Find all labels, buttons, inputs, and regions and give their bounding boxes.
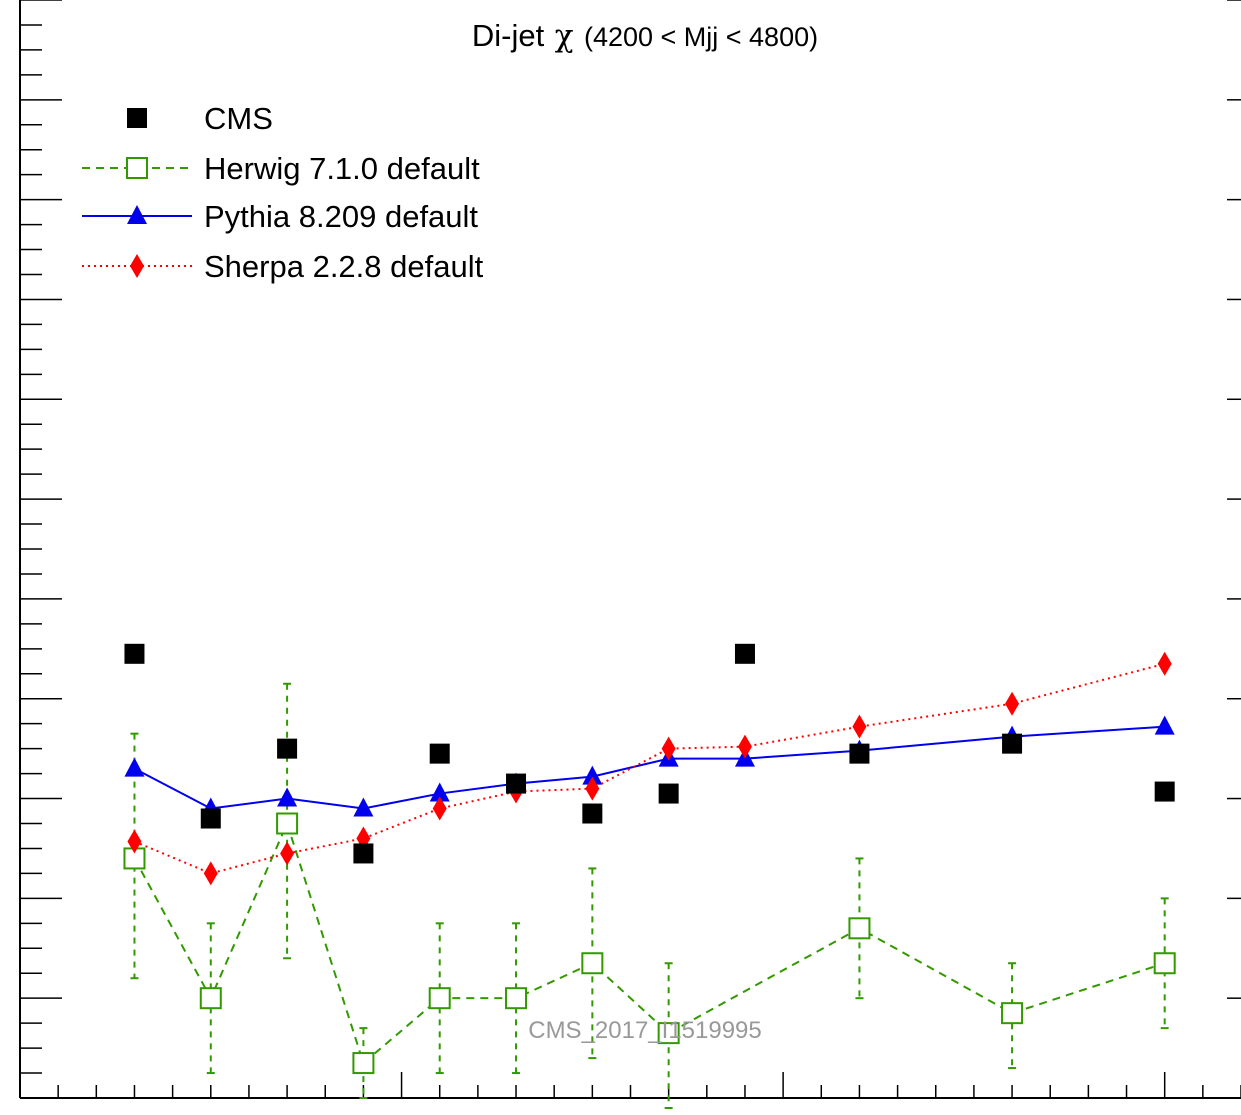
data-point [658,783,679,804]
data-point [661,736,676,761]
data-point [1002,733,1023,754]
data-point [582,803,603,824]
data-point [124,757,145,777]
data-point [276,812,299,835]
data-point [848,917,871,940]
data-point [200,808,221,829]
data-point [849,743,870,764]
legend: CMS Herwig 7.1.0 default Pythia 8.209 defa… [82,101,484,284]
data-point [429,743,450,764]
data-point [353,843,374,864]
data-point [505,987,528,1010]
series-line [134,725,1165,810]
axes [19,0,1241,1099]
watermark: CMS_2017_I1519995 [528,1017,762,1044]
data-point [1154,781,1175,802]
data-point [581,952,604,975]
data-point [127,829,142,854]
data-point [352,1052,375,1075]
chart-title-symbol: χ [555,18,574,54]
data-point [203,861,218,886]
series-layer [123,643,1176,1109]
data-point [277,787,298,807]
data-point [277,738,298,759]
series-line [134,662,1165,875]
legend-marker [127,108,147,128]
data-point [582,765,603,785]
data-point [428,987,451,1010]
series-3 [127,651,1172,886]
data-point [1154,715,1175,735]
data-point [1157,651,1172,676]
data-point [280,841,295,866]
series-0 [124,643,1175,864]
legend-label: CMS [204,101,273,136]
data-point [1001,1002,1024,1025]
data-point [199,987,222,1010]
data-point [432,796,447,821]
legend-label: Sherpa 2.2.8 default [204,249,484,284]
chart-title-main: Di-jet [472,18,545,53]
data-point [1005,691,1020,716]
chart-title: Di-jet χ (4200 < Mjj < 4800) [472,18,818,54]
data-point [353,797,374,817]
data-point [737,734,752,759]
series-1 [123,682,1176,1109]
data-point [429,782,450,802]
legend-label: Pythia 8.209 default [204,199,478,234]
data-point [852,714,867,739]
data-point [657,1022,680,1045]
legend-marker [126,157,148,179]
data-point [1153,952,1176,975]
data-point [585,776,600,801]
legend-marker [130,254,144,278]
data-point [506,773,527,794]
series-2 [124,715,1175,817]
data-point [734,643,755,664]
chart-title-range: (4200 < Mjj < 4800) [584,22,818,52]
legend-marker [127,205,147,224]
data-point [124,643,145,664]
legend-label: Herwig 7.1.0 default [204,151,480,186]
